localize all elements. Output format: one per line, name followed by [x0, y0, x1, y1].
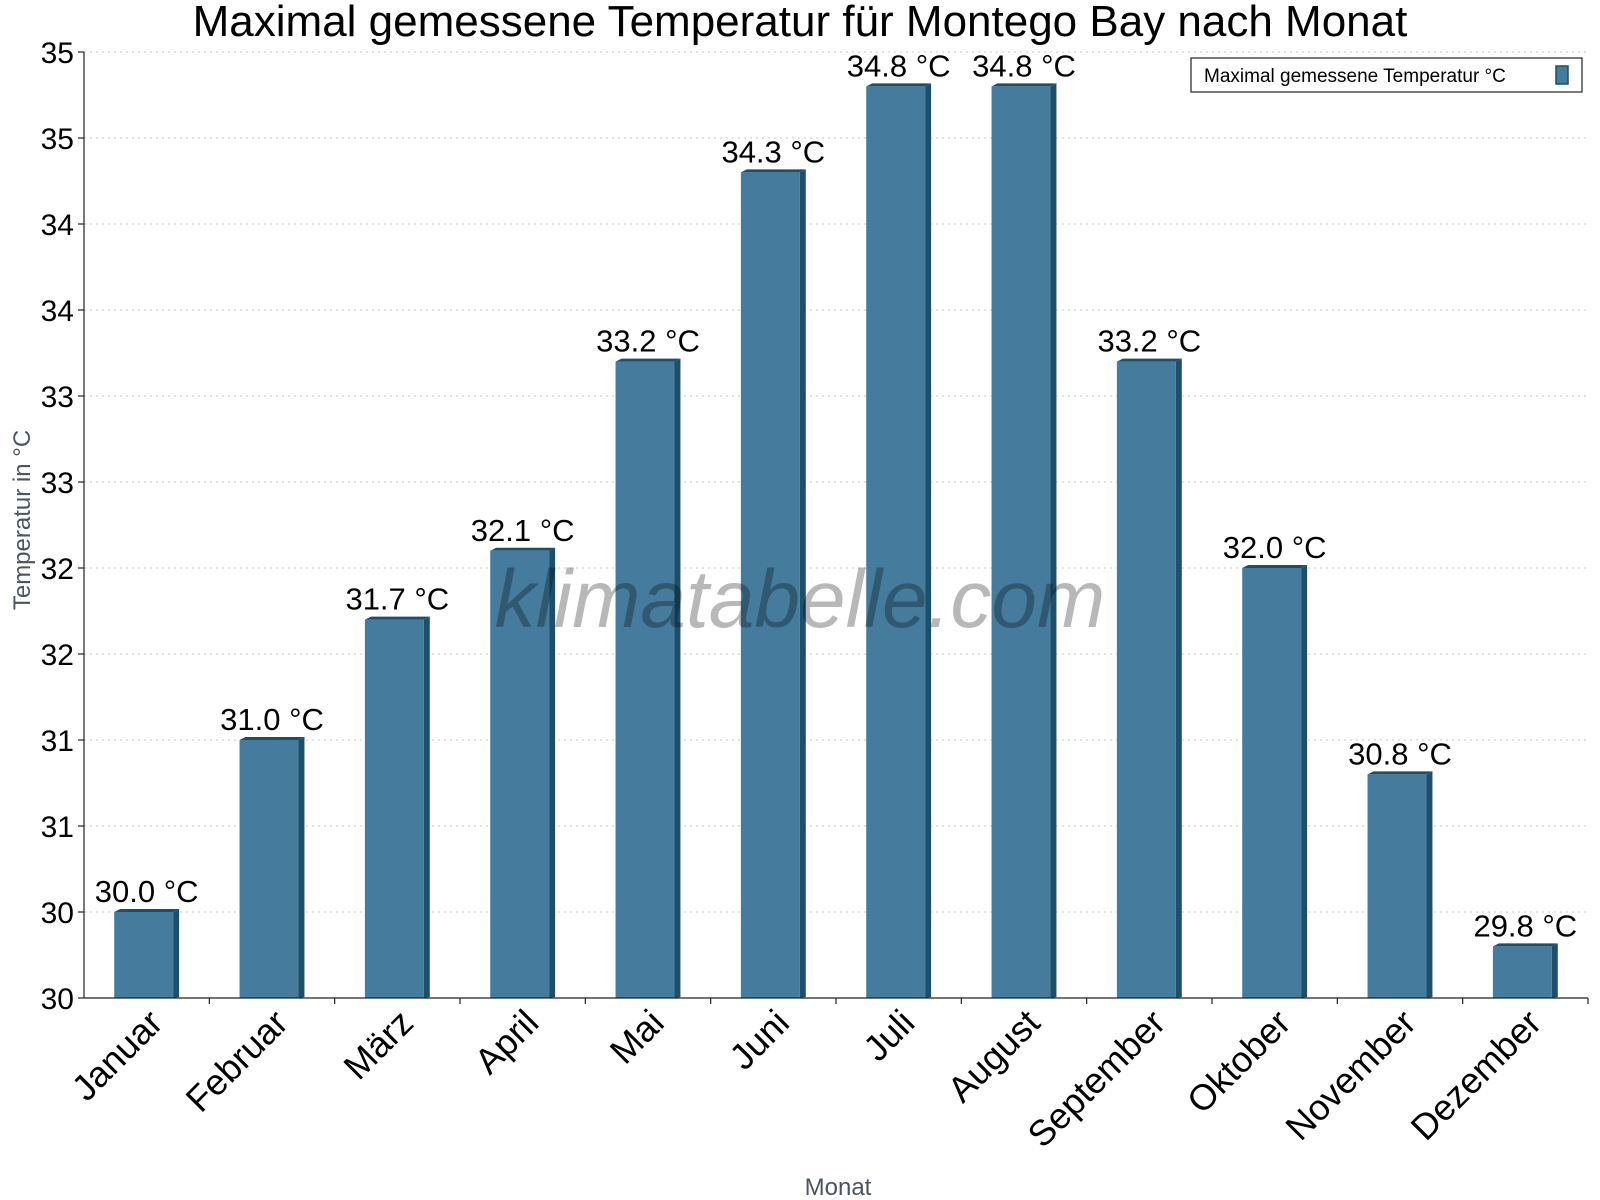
- bar-side: [1426, 771, 1433, 998]
- x-tick-label: Januar: [63, 1002, 170, 1109]
- bar-value-label: 30.0 °C: [95, 874, 199, 909]
- bar: [490, 550, 550, 998]
- bar-top: [364, 616, 430, 620]
- y-tick-label: 31: [41, 725, 74, 758]
- bar-top: [866, 83, 932, 87]
- bar-top: [490, 547, 556, 551]
- x-tick-label: Oktober: [1179, 1002, 1299, 1122]
- y-tick-label: 35: [41, 37, 74, 70]
- bar-side: [1050, 83, 1057, 998]
- bar: [114, 912, 174, 998]
- bar-side: [423, 616, 430, 998]
- bar: [1242, 568, 1302, 998]
- y-tick-label: 35: [41, 123, 74, 156]
- watermark-text: klimatabelle.com: [495, 554, 1106, 645]
- bars: 30.0 °C 31.0 °C 31.7 °C 32.1 °C 33.2 °C 34.3 …: [95, 48, 1577, 999]
- bar: [1492, 946, 1552, 998]
- bar-side: [925, 83, 932, 998]
- bar: [740, 172, 800, 998]
- bar-top: [1116, 358, 1182, 362]
- x-tick-label: Mai: [602, 1002, 672, 1072]
- bar-value-label: 29.8 °C: [1473, 908, 1577, 943]
- legend-swatch: [1555, 65, 1569, 85]
- x-tick-label: September: [1019, 1002, 1173, 1156]
- y-tick-label: 33: [41, 467, 74, 500]
- x-axis-ticks: Januar Februar März April Mai Juni Juli AugustS…: [63, 998, 1589, 1156]
- bar-side: [799, 169, 806, 998]
- bar-value-label: 33.2 °C: [1097, 324, 1201, 359]
- bar-top: [239, 737, 305, 740]
- y-tick-label: 30: [41, 897, 74, 930]
- bar: [239, 740, 299, 998]
- bar-value-label: 33.2 °C: [596, 324, 700, 359]
- legend: Maximal gemessene Temperatur °C: [1190, 57, 1583, 93]
- bar-top: [615, 358, 681, 362]
- bar-side: [298, 737, 305, 998]
- bar-top: [1367, 771, 1433, 775]
- grid-lines: [84, 51, 1588, 913]
- bar-value-label: 30.8 °C: [1348, 736, 1452, 771]
- bar-top: [740, 169, 806, 173]
- bar-side: [1301, 565, 1308, 998]
- bar-side: [549, 547, 556, 998]
- chart-title: Maximal gemessene Temperatur für Montego…: [193, 0, 1408, 46]
- y-tick-label: 30: [41, 983, 74, 1016]
- bar: [364, 619, 424, 998]
- y-tick-label: 31: [41, 811, 74, 844]
- x-axis-title: Monat: [805, 1174, 872, 1200]
- x-tick-label: August: [939, 1002, 1047, 1110]
- x-tick-label: Juli: [855, 1002, 922, 1069]
- y-tick-label: 33: [41, 381, 74, 414]
- bar-side: [173, 909, 180, 998]
- bar-value-label: 31.7 °C: [345, 582, 449, 617]
- bar-side: [1551, 943, 1558, 998]
- bar-value-label: 34.3 °C: [721, 134, 825, 169]
- x-tick-label: Juni: [721, 1002, 797, 1078]
- x-tick-label: April: [466, 1002, 546, 1082]
- y-tick-label: 34: [41, 295, 74, 328]
- y-tick-label: 32: [41, 639, 74, 672]
- legend-label: Maximal gemessene Temperatur °C: [1204, 66, 1506, 87]
- y-tick-label: 32: [41, 553, 74, 586]
- bar: [1116, 361, 1176, 999]
- bar-value-label: 31.0 °C: [220, 702, 324, 737]
- bar-value-label: 32.1 °C: [471, 513, 575, 548]
- bar: [615, 361, 675, 999]
- legend-box: [1190, 57, 1583, 93]
- bar-side: [1175, 358, 1182, 999]
- bar: [991, 86, 1051, 998]
- bar-top: [991, 83, 1057, 87]
- bar-value-label: 32.0 °C: [1223, 530, 1327, 565]
- bar-side: [674, 358, 681, 999]
- y-tick-label: 34: [41, 209, 74, 242]
- bar-value-label: 34.8 °C: [847, 48, 951, 83]
- y-axis-ticks: 30 30 31 31 32 32 33 33 34 34 35 35: [41, 37, 84, 1016]
- bar-top: [1242, 565, 1308, 568]
- x-tick-label: Februar: [178, 1002, 296, 1120]
- x-tick-label: Dezember: [1403, 1002, 1549, 1148]
- bar-value-label: 34.8 °C: [972, 48, 1076, 83]
- y-axis-title: Temperatur in °C: [9, 430, 36, 610]
- bar: [1367, 774, 1427, 998]
- x-tick-label: November: [1277, 1002, 1423, 1148]
- bar-top: [114, 909, 180, 912]
- x-tick-label: März: [335, 1002, 421, 1088]
- bar-top: [1492, 943, 1558, 947]
- bar: [866, 86, 926, 998]
